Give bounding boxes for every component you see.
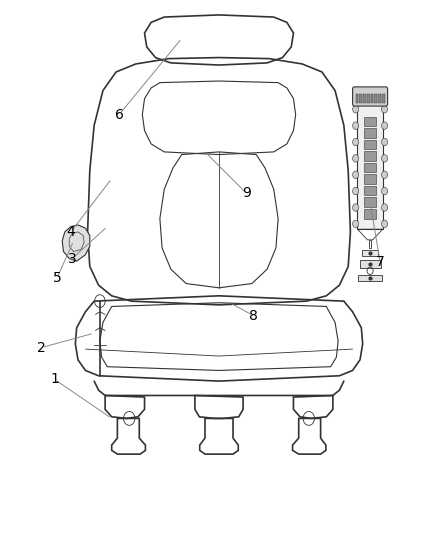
Bar bbox=[358, 275, 382, 281]
Bar bbox=[364, 209, 376, 219]
Text: 7: 7 bbox=[376, 255, 385, 269]
Text: 9: 9 bbox=[242, 186, 251, 200]
Bar bbox=[362, 250, 378, 256]
Circle shape bbox=[381, 171, 388, 179]
Bar bbox=[364, 151, 376, 161]
Bar bbox=[360, 94, 362, 103]
Circle shape bbox=[353, 171, 359, 179]
Bar bbox=[360, 260, 381, 268]
Circle shape bbox=[353, 188, 359, 195]
Circle shape bbox=[381, 155, 388, 162]
Text: 6: 6 bbox=[115, 108, 124, 122]
Bar bbox=[382, 94, 385, 103]
Bar bbox=[364, 174, 376, 184]
Circle shape bbox=[353, 220, 359, 228]
Bar bbox=[378, 94, 381, 103]
Text: 2: 2 bbox=[37, 341, 46, 354]
Bar bbox=[364, 117, 376, 126]
FancyBboxPatch shape bbox=[353, 87, 388, 106]
Circle shape bbox=[353, 204, 359, 211]
Bar bbox=[364, 140, 376, 149]
Circle shape bbox=[381, 106, 388, 113]
Bar bbox=[356, 94, 358, 103]
Circle shape bbox=[381, 188, 388, 195]
Bar bbox=[364, 163, 376, 172]
Circle shape bbox=[381, 138, 388, 146]
Text: 1: 1 bbox=[50, 373, 59, 386]
Bar bbox=[371, 94, 373, 103]
Circle shape bbox=[353, 106, 359, 113]
Bar bbox=[367, 94, 370, 103]
Circle shape bbox=[353, 155, 359, 162]
Bar bbox=[364, 128, 376, 138]
Text: 4: 4 bbox=[67, 225, 75, 239]
Circle shape bbox=[353, 122, 359, 130]
Text: 5: 5 bbox=[53, 271, 61, 285]
Bar bbox=[357, 104, 383, 229]
Text: 8: 8 bbox=[249, 309, 258, 322]
Bar bbox=[364, 197, 376, 207]
Bar bbox=[364, 186, 376, 196]
Bar bbox=[374, 94, 377, 103]
Polygon shape bbox=[62, 225, 90, 261]
Circle shape bbox=[381, 220, 388, 228]
Circle shape bbox=[353, 138, 359, 146]
Circle shape bbox=[381, 204, 388, 211]
Text: 3: 3 bbox=[68, 252, 77, 265]
Circle shape bbox=[381, 122, 388, 130]
Bar bbox=[363, 94, 366, 103]
